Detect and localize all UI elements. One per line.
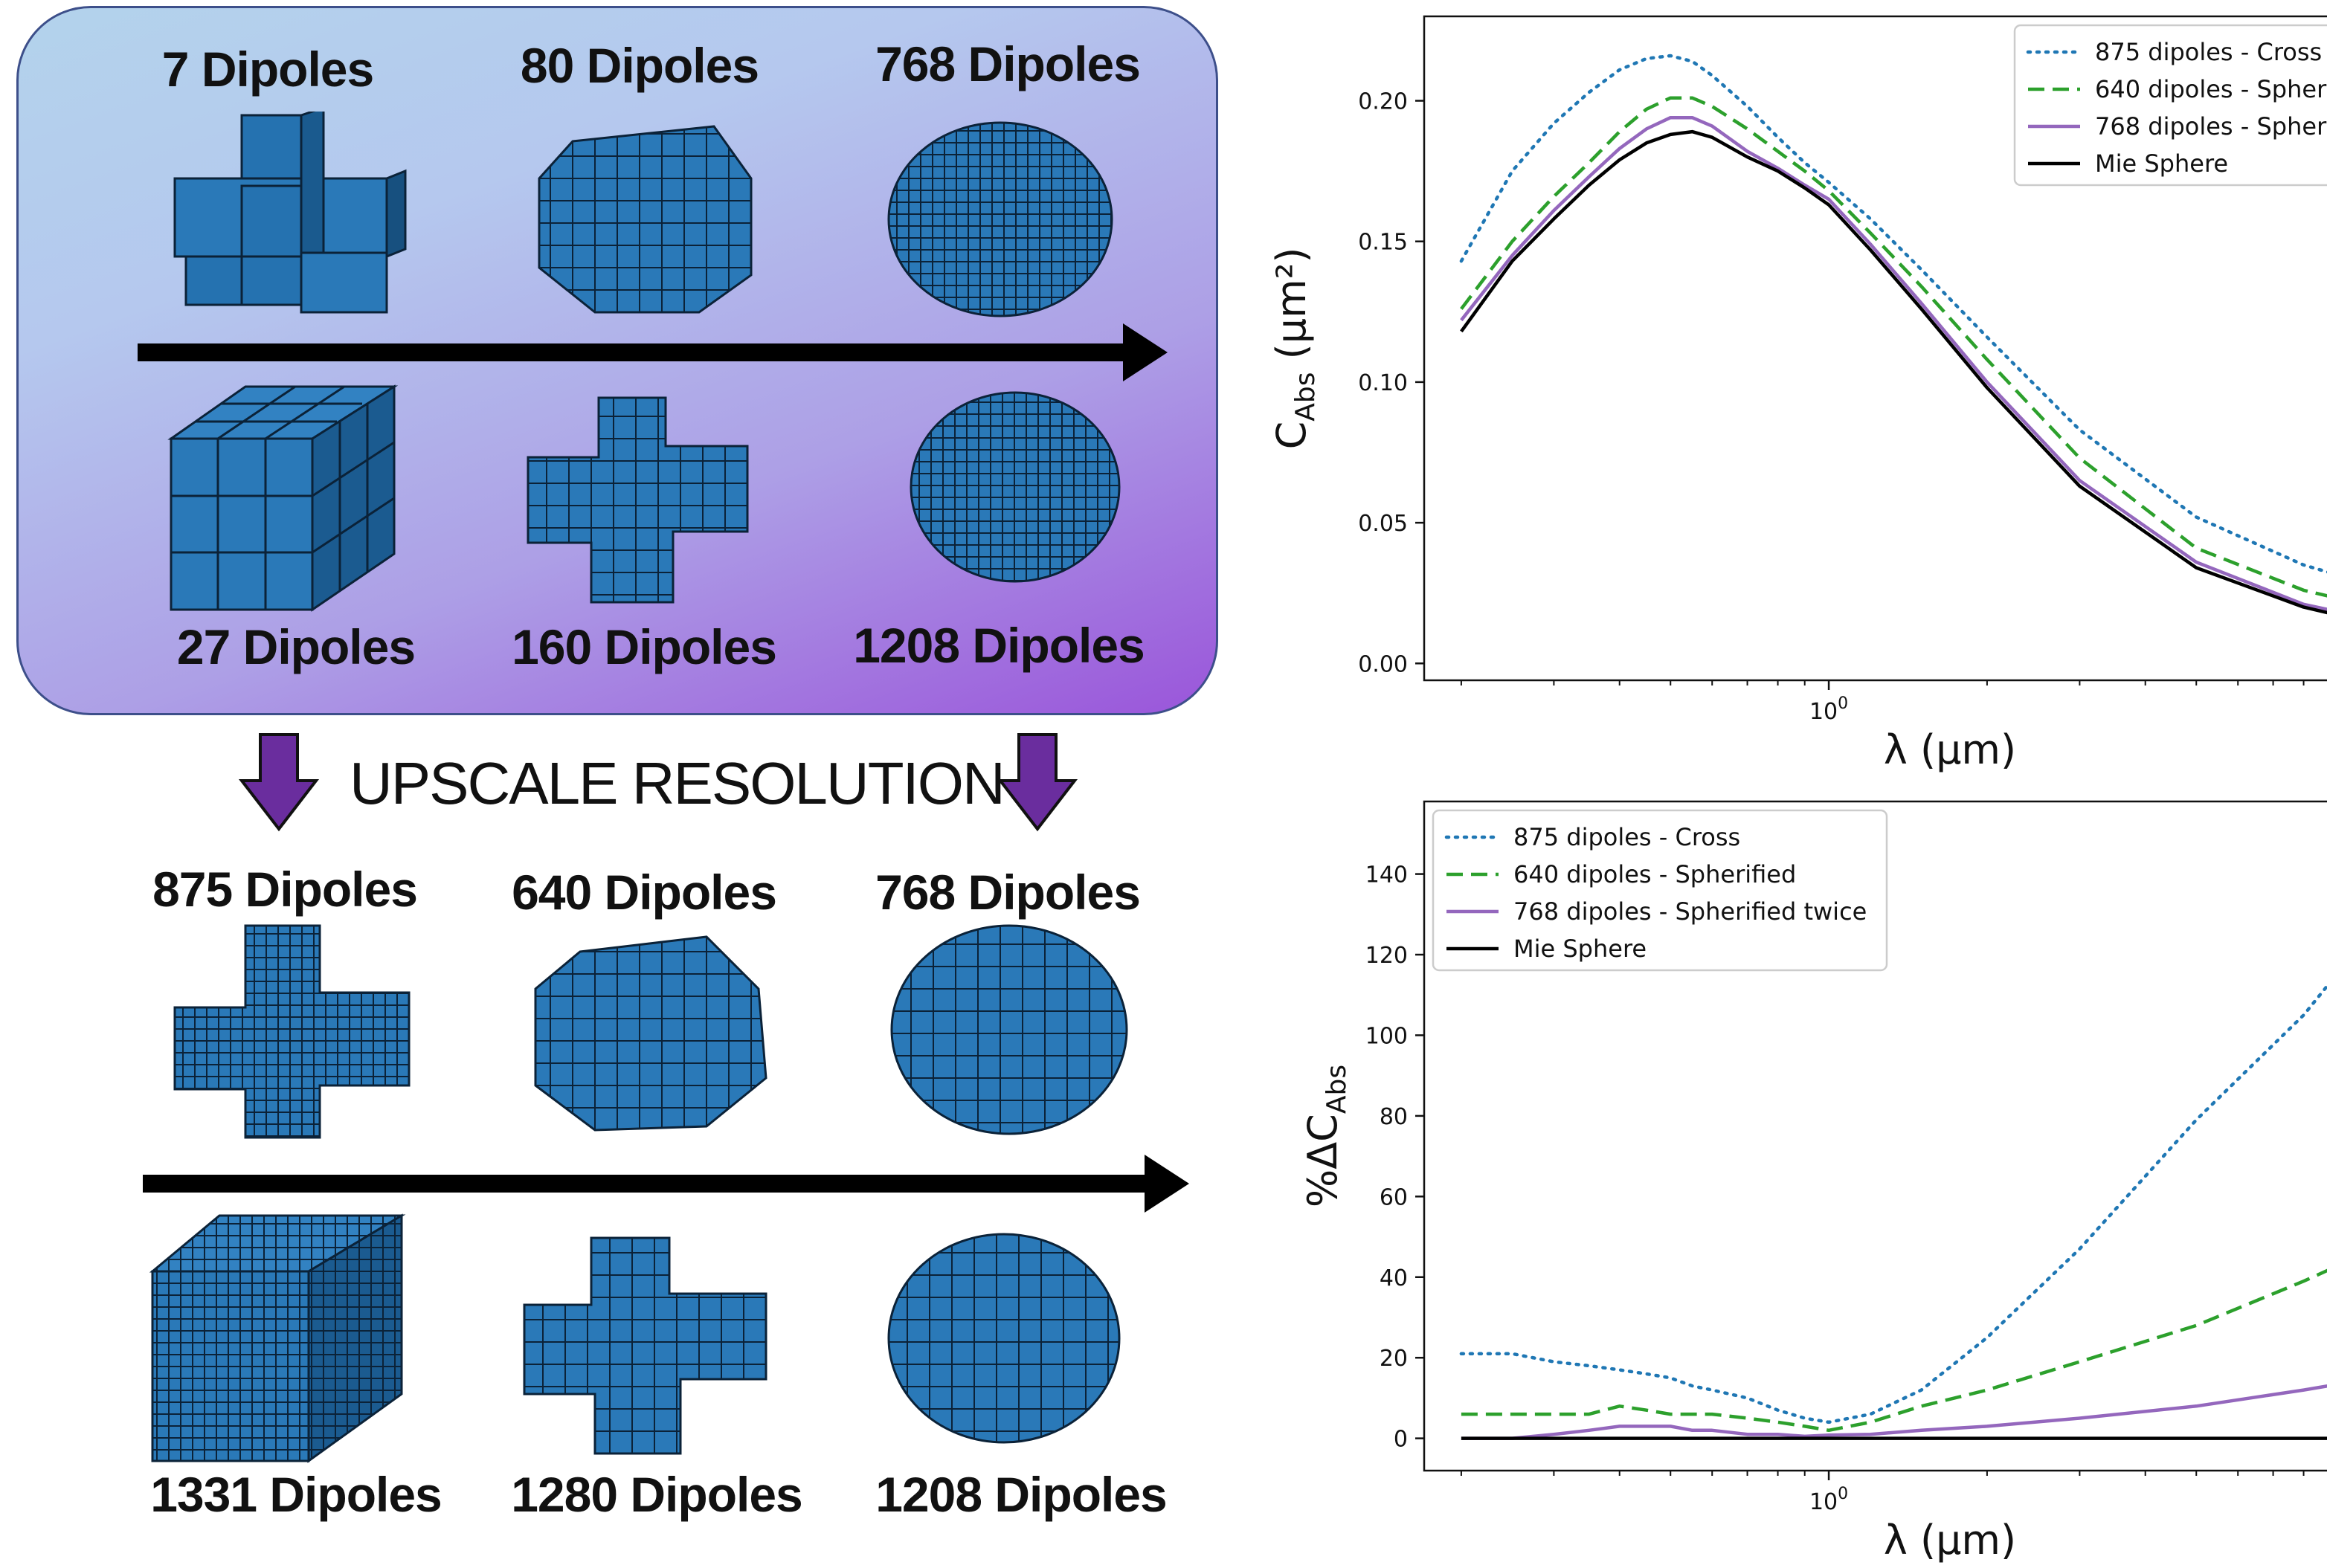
cross-875-dipoles-shape xyxy=(173,924,411,1139)
x-axis-label-0: λ (μm) xyxy=(1884,726,2016,773)
label-768-dipoles-bottom: 768 Dipoles xyxy=(875,865,1141,920)
cube-27-dipoles-shape xyxy=(167,384,399,612)
y-axis-label-1: %ΔCAbs xyxy=(1299,1065,1352,1207)
legend-box-1 xyxy=(1432,809,1888,972)
y-tick-label-1-0: 0 xyxy=(1394,1427,1408,1453)
y-tick-label-1-6: 120 xyxy=(1365,943,1408,969)
arrow-row-2 xyxy=(143,1155,1189,1213)
legend-label-1-3: Mie Sphere xyxy=(1513,935,1647,963)
series-line-1-0 xyxy=(1459,983,2327,1425)
legend-label-0-0: 875 dipoles - Cross xyxy=(2095,38,2322,66)
y-tick-label-1-4: 80 xyxy=(1380,1104,1408,1130)
absorption-cross-section-chart: 0.000.050.100.150.20100101λ (μm)CAbs (μm… xyxy=(1268,15,2327,773)
label-875-dipoles: 875 Dipoles xyxy=(152,862,418,917)
spherified-1208-dipoles-bottom-shape xyxy=(887,1233,1121,1444)
series-line-1-1 xyxy=(1461,1268,2327,1433)
y-tick-label-0-0: 0.00 xyxy=(1358,651,1408,677)
label-1208-dipoles-top: 1208 Dipoles xyxy=(853,618,1145,673)
cube-1331-dipoles-shape xyxy=(149,1213,406,1463)
label-1280-dipoles: 1280 Dipoles xyxy=(511,1467,803,1522)
legend-label-1-1: 640 dipoles - Spherified xyxy=(1513,860,1796,888)
legend-label-1-2: 768 dipoles - Spherified twice xyxy=(1513,897,1867,926)
label-768-dipoles-top: 768 Dipoles xyxy=(875,36,1141,91)
y-axis-label-0: CAbs (μm²) xyxy=(1268,248,1321,450)
series-line-0-1 xyxy=(1460,96,2327,598)
spherified-768-dipoles-bottom-shape xyxy=(890,924,1128,1135)
legend-box-0 xyxy=(2013,24,2327,187)
spherified-1280-dipoles-shape xyxy=(523,1236,767,1455)
label-160-dipoles: 160 Dipoles xyxy=(512,619,777,674)
y-tick-label-0-3: 0.15 xyxy=(1358,230,1408,256)
y-tick-label-0-4: 0.20 xyxy=(1358,89,1408,115)
legend-label-0-3: Mie Sphere xyxy=(2095,149,2228,178)
legend-label-1-0: 875 dipoles - Cross xyxy=(1513,823,1740,851)
label-80-dipoles: 80 Dipoles xyxy=(520,38,759,93)
spherified-160-dipoles-shape xyxy=(527,396,749,604)
x-tick-label-1-0: 100 xyxy=(1809,1485,1848,1515)
spherified-1208-dipoles-shape xyxy=(910,391,1121,583)
label-7-dipoles: 7 Dipoles xyxy=(161,42,374,97)
label-27-dipoles: 27 Dipoles xyxy=(176,619,416,674)
y-tick-label-0-1: 0.05 xyxy=(1358,511,1408,537)
down-arrow-left-icon xyxy=(238,733,320,832)
label-1208-dipoles-bottom: 1208 Dipoles xyxy=(875,1467,1168,1522)
spherified-80-dipoles-shape xyxy=(538,125,753,314)
down-arrow-right-icon xyxy=(997,733,1078,832)
series-line-1-2 xyxy=(1461,1384,2327,1440)
y-tick-label-0-2: 0.10 xyxy=(1358,370,1408,396)
upscale-resolution-text: UPSCALE RESOLUTION xyxy=(350,750,1005,816)
series-line-0-2 xyxy=(1460,115,2327,611)
percent-difference-chart: 020406080100120140100101λ (μm)%ΔCAbs875 … xyxy=(1299,800,2327,1564)
series-line-0-0 xyxy=(1459,54,2327,574)
y-tick-label-1-2: 40 xyxy=(1380,1265,1408,1291)
x-tick-label-0-0: 100 xyxy=(1809,694,1848,725)
y-tick-label-1-3: 60 xyxy=(1380,1184,1408,1210)
spherified-640-dipoles-shape xyxy=(534,935,767,1132)
y-tick-label-1-1: 20 xyxy=(1380,1346,1408,1372)
y-tick-label-1-7: 140 xyxy=(1365,862,1408,888)
arrow-row-1 xyxy=(138,323,1168,381)
series-line-0-3 xyxy=(1460,129,2327,615)
label-1331-dipoles: 1331 Dipoles xyxy=(150,1467,442,1522)
label-640-dipoles: 640 Dipoles xyxy=(512,865,777,920)
legend-label-0-1: 640 dipoles - Spherified xyxy=(2095,75,2327,103)
y-tick-label-1-5: 100 xyxy=(1365,1023,1408,1049)
legend-label-0-2: 768 dipoles - Spherified twice xyxy=(2095,112,2327,141)
x-axis-label-1: λ (μm) xyxy=(1884,1517,2016,1564)
spherified-768-dipoles-shape xyxy=(887,121,1113,317)
cross-7-dipoles-shape xyxy=(173,112,407,314)
